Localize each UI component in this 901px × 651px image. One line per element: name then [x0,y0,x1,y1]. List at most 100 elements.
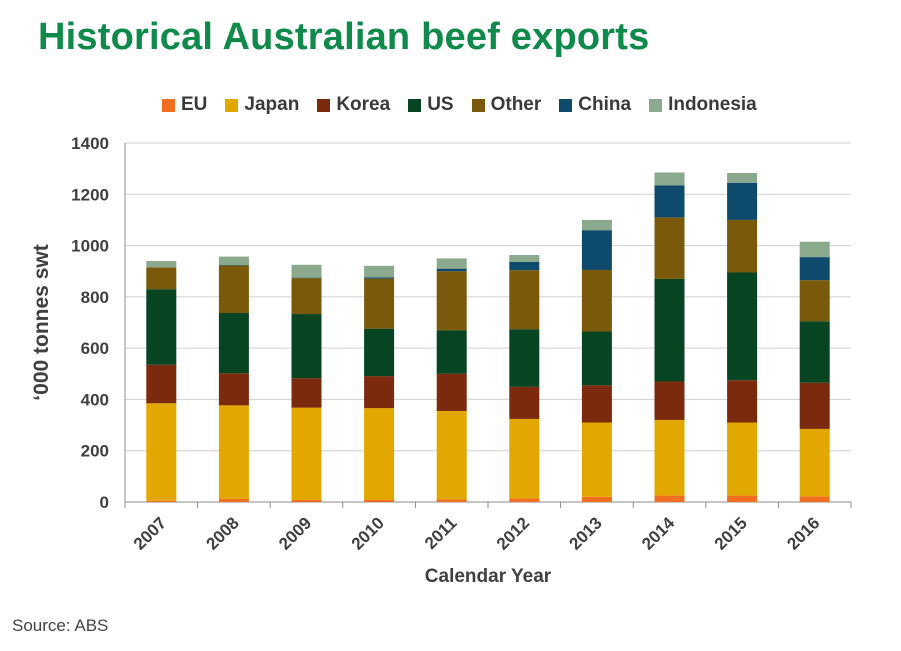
bar-segment-us [799,321,830,383]
legend-item-indonesia: Indonesia [649,94,757,116]
bar-segment-us [291,314,322,379]
bar-segment-other [654,217,685,279]
bar-segment-other [218,265,249,314]
bar-segment-other [581,269,612,332]
bar-segment-eu [364,499,395,502]
bar-segment-us [509,329,540,387]
legend-item-china: China [559,94,631,116]
bar-segment-indonesia [146,260,177,268]
bar-segment-other [727,219,758,273]
bar-segment-china [436,268,467,272]
x-tick-label: 2010 [348,513,388,553]
bar-segment-us [727,272,758,381]
bar-segment-indonesia [654,172,685,186]
bar-segment-china [799,257,830,281]
legend-swatch [317,98,331,112]
bar-segment-korea [146,364,177,404]
bar-segment-korea [727,380,758,423]
legend-item-us: US [408,94,454,116]
y-tick-label: 400 [81,390,109,409]
bar-segment-japan [799,428,830,497]
bar-segment-indonesia [799,241,830,258]
bar-segment-korea [436,373,467,411]
legend-swatch [225,98,239,112]
bar-segment-china [727,182,758,220]
legend-item-japan: Japan [225,94,299,116]
bar-segment-china [218,265,249,266]
y-tick-label: 200 [81,442,109,461]
bar-segment-japan [436,410,467,500]
x-tick-label: 2014 [638,513,679,554]
bar-segment-eu [799,496,830,502]
y-tick-label: 1400 [71,134,109,153]
legend-label: Japan [244,94,300,115]
bar-segment-china [581,230,612,270]
bar-segment-us [146,289,177,365]
bar-segment-china [509,261,540,271]
x-tick-label: 2011 [421,513,461,553]
bar-segment-eu [727,495,758,502]
legend-swatch [471,98,485,112]
bar-segment-other [799,280,830,322]
legend-swatch [408,98,422,112]
y-axis-title: ‘000 tonnes swt [30,244,53,400]
bar-segment-korea [799,382,830,429]
x-tick-label: 2015 [711,513,751,553]
y-tick-label: 1000 [71,237,109,256]
x-tick-label: 2013 [566,513,606,553]
legend-label: Korea [336,94,391,115]
legend-swatch [649,98,663,112]
y-tick-label: 1200 [71,185,109,204]
legend-label: US [427,94,454,115]
bar-segment-japan [364,408,395,500]
bar-segment-indonesia [364,265,395,278]
source-note: Source: ABS [12,616,109,635]
bar-segment-us [654,278,685,382]
y-tick-label: 0 [100,493,109,512]
bar-segment-eu [654,495,685,502]
bar-segment-japan [727,422,758,496]
bar-segment-other [509,270,540,330]
bar-segment-indonesia [727,173,758,183]
bar-segment-eu [291,499,322,502]
bar-segment-indonesia [291,264,322,278]
chart-legend: EU Japan Korea US Other China Indonesia [162,92,775,118]
bar-segment-eu [146,500,177,502]
bar-segment-eu [581,496,612,502]
chart-title: Historical Australian beef exports [38,16,650,58]
y-tick-label: 600 [81,339,109,358]
bar-segment-indonesia [509,255,540,262]
bar-segment-korea [364,376,395,409]
legend-swatch [559,98,573,112]
bar-segment-china [364,277,395,279]
x-axis-title: Calendar Year [425,566,552,587]
bar-segment-indonesia [436,258,467,269]
x-tick-label: 2009 [275,513,315,553]
bar-segment-korea [581,385,612,423]
bar-segment-us [364,328,395,377]
bar-segment-us [436,330,467,374]
bar-segment-other [291,278,322,315]
legend-item-korea: Korea [317,94,390,116]
x-tick-label: 2016 [783,513,823,553]
bar-segment-eu [436,499,467,502]
bar-segment-eu [218,498,249,502]
legend-label: Indonesia [668,94,757,115]
bar-segment-other [146,267,177,290]
x-tick-label: 2012 [493,513,533,553]
bar-segment-other [436,271,467,331]
bar-segment-korea [218,373,249,406]
bar-segment-japan [654,419,685,496]
bar-segment-korea [509,386,540,419]
legend-label: Other [490,94,542,115]
bar-segment-japan [509,418,540,499]
x-tick-label: 2008 [203,513,243,553]
bar-segment-china [291,277,322,279]
bar-segment-china [654,185,685,218]
bar-segment-japan [581,422,612,497]
bar-segment-japan [146,403,177,501]
bar-segment-indonesia [581,219,612,231]
legend-swatch [162,98,175,112]
y-tick-label: 800 [81,288,109,307]
